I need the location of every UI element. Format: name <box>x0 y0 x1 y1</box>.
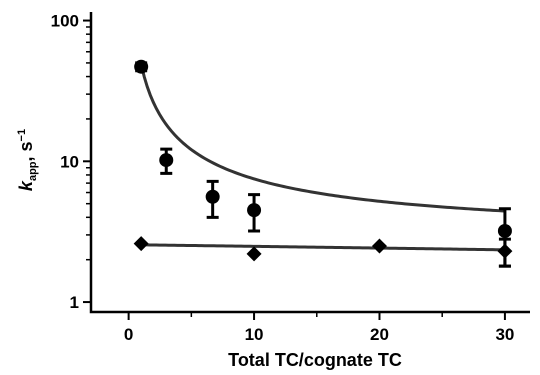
y-axis-title-sup: −1 <box>16 129 28 142</box>
y-axis-title-main: k <box>16 180 36 191</box>
x-axis-title: Total TC/cognate TC <box>228 350 402 370</box>
data-point-circle <box>247 203 262 218</box>
fit-lines <box>139 63 505 252</box>
x-tick-label: 0 <box>124 325 133 344</box>
y-tick-label: 100 <box>51 12 79 31</box>
data-markers <box>133 59 513 262</box>
x-tick-label: 20 <box>370 325 389 344</box>
data-point-diamond <box>497 243 513 259</box>
data-point-diamond <box>371 238 387 254</box>
axes <box>89 12 530 314</box>
data-point-circle <box>497 223 512 238</box>
y-axis-title: kapp, s−1 <box>16 129 39 191</box>
data-point-circle <box>159 153 174 168</box>
y-tick-label: 1 <box>70 293 79 312</box>
y-axis-title-sub: app <box>27 161 39 181</box>
data-point-diamond <box>133 236 149 252</box>
ticks: 0 10 20 30 1 10 100 <box>51 12 515 344</box>
data-point-diamond <box>246 246 262 262</box>
axis-frame <box>89 12 530 314</box>
y-axis-title-unit: , s <box>16 141 36 161</box>
x-tick-label: 30 <box>495 325 514 344</box>
data-point-circle <box>205 189 220 204</box>
x-tick-label: 10 <box>245 325 264 344</box>
fit-line-series-2 <box>141 243 505 252</box>
error-bars <box>135 61 511 268</box>
y-tick-label: 10 <box>60 152 79 171</box>
data-point-circle <box>134 59 149 74</box>
fit-line-series-1 <box>139 63 505 213</box>
